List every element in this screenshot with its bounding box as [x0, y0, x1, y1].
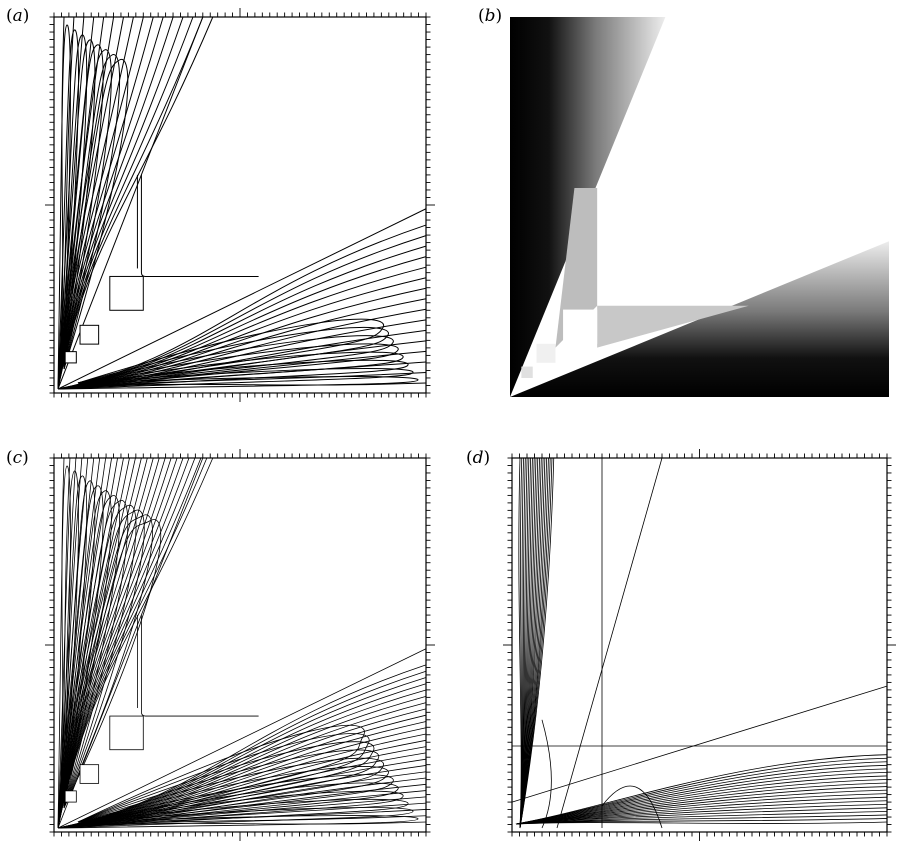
panel-c-contour-loop — [57, 749, 380, 829]
panel-a-corner-step — [79, 324, 100, 345]
panel-d-arc — [601, 785, 663, 829]
panel-c-contour-loop — [57, 475, 88, 829]
panel-c-contour-loop — [57, 766, 389, 829]
panel-d-curve — [515, 771, 888, 825]
panel-c-contour-loop — [57, 490, 112, 829]
panel-c-contour-line — [57, 664, 427, 829]
panel-a-contour-loop — [57, 318, 385, 390]
panel-c-contour-loop — [57, 724, 365, 829]
panel-b-horizontal-slab — [597, 305, 749, 348]
panel-d-curve — [515, 768, 888, 825]
panel-a-contour-line — [57, 298, 427, 390]
panel-d-curve — [519, 457, 555, 829]
panel-c-ticks — [45, 449, 435, 841]
panel-c-contour-loop — [57, 514, 153, 829]
panel-d-curves — [511, 457, 888, 829]
panel-d-curve — [515, 757, 888, 825]
panel-c-contour-loop — [57, 519, 162, 829]
panel-a-contour-line — [57, 16, 194, 390]
panel-a-contour-loop — [57, 29, 80, 390]
panel-label-d: (d) — [466, 448, 491, 468]
panel-c-contour-loop — [57, 790, 404, 829]
panel-a-contour-loop — [57, 343, 399, 390]
panel-c-contour-loop — [57, 509, 145, 829]
panel-c-corner-step — [109, 715, 144, 751]
panel-a-contour-loop — [57, 54, 121, 390]
panel-c-contour-loop — [57, 741, 375, 829]
panel-a-contour-loop — [57, 359, 409, 390]
panel-c-contour-loop — [57, 782, 399, 829]
panel-c-contour-loop — [57, 733, 370, 829]
panel-a-contour-line — [57, 245, 427, 390]
panel-d-diagonal-upper — [556, 457, 663, 829]
panel-a-contours — [57, 16, 427, 390]
panel-a-contour-loop — [57, 49, 112, 390]
panel-d-ticks — [503, 449, 896, 841]
panel-a-contour-loop — [57, 44, 104, 390]
panel-c-contours — [57, 457, 427, 829]
panel-c-corner-step — [79, 764, 100, 784]
panel-a-corner-step — [64, 351, 77, 364]
panel-a-contour-loop — [57, 39, 96, 390]
panel-c-contour-line — [57, 683, 427, 829]
panel-d-curve — [515, 761, 888, 825]
panel-c-contour-loop — [57, 470, 79, 829]
panel-a-contour-loop — [57, 367, 414, 390]
panel-a-contour-loop — [57, 34, 88, 390]
panel-c-contour-line — [57, 796, 427, 829]
panel-a-boundary-lower — [57, 208, 427, 390]
panel-a-contour-loop — [57, 335, 394, 390]
panel-label-a: (a) — [6, 6, 30, 26]
panel-label-c: (c) — [6, 448, 29, 468]
panel-a-contour-line — [57, 16, 214, 390]
panel-c-slab-edge — [141, 615, 259, 717]
panel-c-contour-loop — [57, 798, 409, 829]
panel-b-bright-square — [536, 343, 556, 363]
panel-a-slab-edge — [140, 174, 259, 277]
panel-d-curve — [515, 775, 888, 825]
panel-d-diagonal-lower — [511, 685, 888, 803]
panel-c-contour-loop — [57, 495, 120, 829]
panel-d-curve — [515, 779, 888, 825]
panel-a-ticks — [45, 8, 435, 402]
panel-label-b: (b) — [478, 6, 503, 26]
panel-c-contour-loop — [57, 757, 385, 829]
panel-c-corner-step — [64, 790, 77, 803]
panel-c-contour-loop — [57, 485, 104, 829]
panel-d-arc — [541, 719, 552, 829]
panel-a-contour-line — [57, 224, 427, 390]
panel-c-boundary-lower — [57, 648, 427, 829]
panel-c-contour-loop — [57, 774, 394, 829]
panel-a-contour-loop — [57, 351, 404, 390]
panel-b-bright-square — [521, 366, 533, 378]
panel-b-vertical-slab — [555, 188, 598, 348]
panel-a-contour-loop — [57, 58, 129, 390]
panel-a-corner-step — [109, 275, 144, 311]
panel-a-contour-loop — [57, 326, 389, 390]
panel-d-curve — [515, 764, 888, 825]
panel-d-curve — [515, 754, 888, 825]
panel-c-contour-loop — [57, 504, 137, 829]
panel-c-contour-loop — [57, 807, 414, 829]
panel-c-contour-loop — [57, 499, 129, 829]
panel-c-contour-loop — [57, 480, 96, 829]
panel-d-frame — [511, 457, 888, 833]
panel-b-bright-square — [563, 309, 598, 344]
